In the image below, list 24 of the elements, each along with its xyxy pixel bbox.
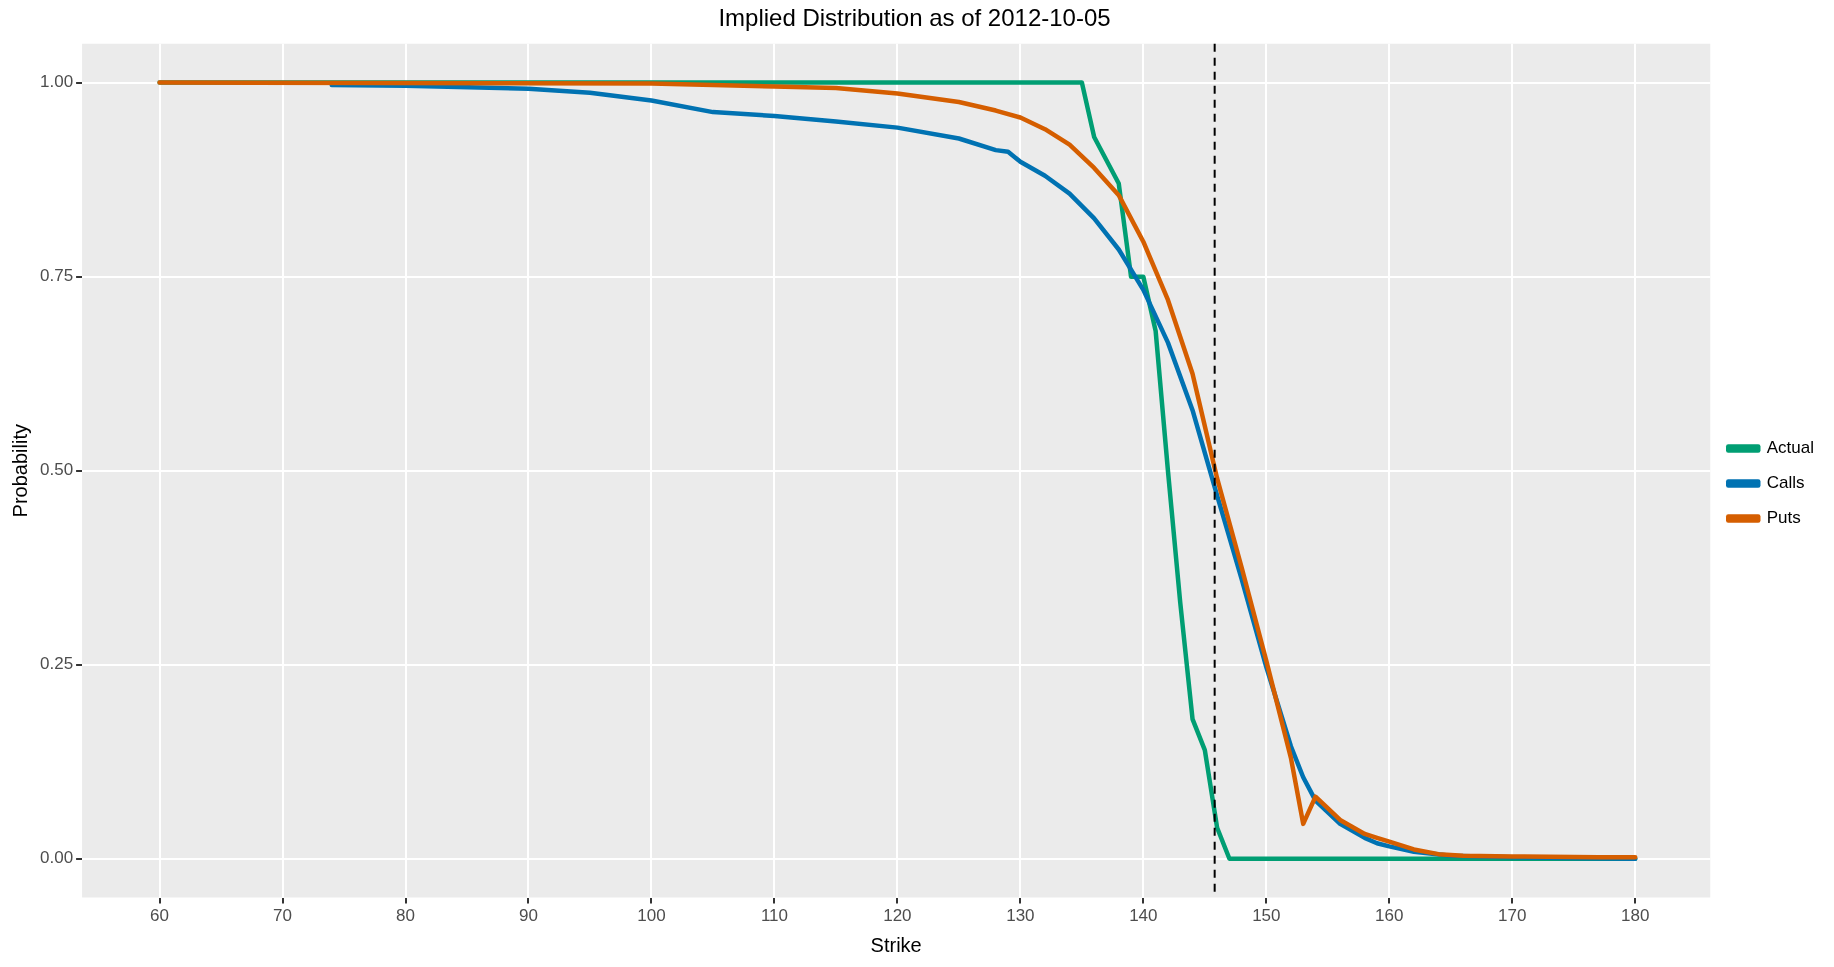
legend-label: Actual xyxy=(1766,438,1814,458)
y-tick-label: 0.00 xyxy=(39,848,74,868)
x-tick-label: 130 xyxy=(1006,906,1035,926)
x-tick-label: 120 xyxy=(883,906,912,926)
y-tick-label: 0.50 xyxy=(39,460,74,480)
legend-label: Puts xyxy=(1766,508,1801,528)
x-tick-label: 100 xyxy=(637,906,666,926)
y-tick-label: 0.75 xyxy=(39,266,74,286)
x-tick-label: 80 xyxy=(396,906,415,926)
x-axis-title: Strike xyxy=(870,933,922,956)
x-tick-label: 140 xyxy=(1129,906,1158,926)
x-tick-label: 110 xyxy=(760,906,788,926)
x-tick-label: 70 xyxy=(273,906,292,926)
x-tick-label: 160 xyxy=(1375,906,1404,926)
chart-title: Implied Distribution as of 2012-10-05 xyxy=(718,4,1111,32)
x-tick-label: 60 xyxy=(150,906,170,926)
y-tick-label: 0.25 xyxy=(39,654,74,674)
x-tick-label: 90 xyxy=(519,906,538,926)
x-tick-label: 180 xyxy=(1621,906,1650,926)
y-tick-label: 1.00 xyxy=(39,72,74,92)
y-axis-title: Probability xyxy=(8,424,31,518)
x-tick-label: 170 xyxy=(1498,906,1527,926)
legend-label: Calls xyxy=(1766,473,1805,493)
x-tick-label: 150 xyxy=(1252,906,1281,926)
